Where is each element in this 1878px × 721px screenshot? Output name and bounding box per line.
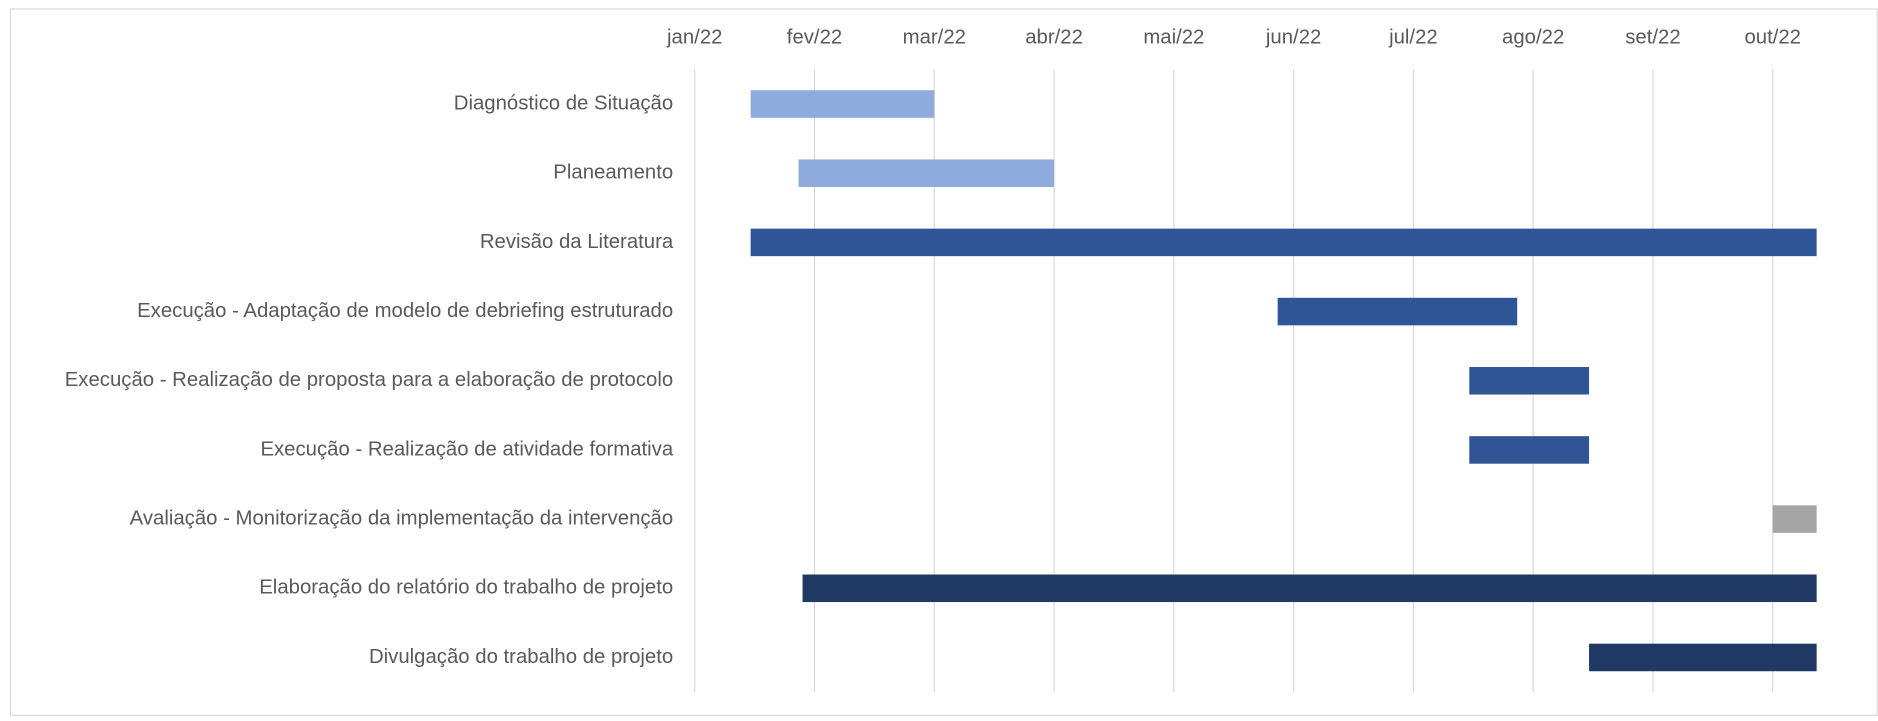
x-tick-label: jun/22 xyxy=(1265,27,1321,49)
x-tick-label: jul/22 xyxy=(1388,27,1438,49)
bar xyxy=(1469,366,1590,395)
bar xyxy=(802,574,1817,603)
x-tick-label: jan/22 xyxy=(666,27,722,49)
category-label: Elaboração do relatório do trabalho de p… xyxy=(259,577,673,599)
category-label: Revisão da Literatura xyxy=(480,231,674,253)
category-label: Avaliação - Monitorização da implementaç… xyxy=(130,507,674,529)
bar xyxy=(1469,436,1590,464)
bar xyxy=(750,90,935,118)
x-tick-label: fev/22 xyxy=(787,27,842,49)
category-label: Planeamento xyxy=(553,162,673,184)
x-tick-label: abr/22 xyxy=(1025,27,1083,49)
category-label: Execução - Realização de atividade forma… xyxy=(260,438,673,460)
bar xyxy=(1589,643,1817,672)
x-tick-label: out/22 xyxy=(1744,27,1801,49)
x-tick-label: mar/22 xyxy=(903,27,966,49)
x-tick-label: mai/22 xyxy=(1143,27,1204,49)
category-label: Divulgação do trabalho de projeto xyxy=(369,646,673,668)
bar xyxy=(1277,297,1518,326)
category-label: Execução - Realização de proposta para a… xyxy=(65,369,673,391)
chart-border xyxy=(9,8,1878,716)
category-label: Execução - Adaptação de modelo de debrie… xyxy=(137,300,673,322)
bar xyxy=(1772,505,1817,533)
bar xyxy=(798,159,1055,187)
bar xyxy=(750,228,1817,257)
x-tick-label: ago/22 xyxy=(1502,27,1564,49)
x-tick-label: set/22 xyxy=(1625,27,1680,49)
category-label: Diagnóstico de Situação xyxy=(454,92,673,114)
